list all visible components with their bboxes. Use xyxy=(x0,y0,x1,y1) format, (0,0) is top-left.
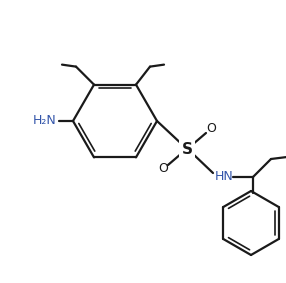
Text: H₂N: H₂N xyxy=(33,115,57,128)
Text: O: O xyxy=(158,162,168,175)
Text: S: S xyxy=(182,142,192,156)
Text: HN: HN xyxy=(215,170,234,183)
Text: O: O xyxy=(206,123,216,136)
